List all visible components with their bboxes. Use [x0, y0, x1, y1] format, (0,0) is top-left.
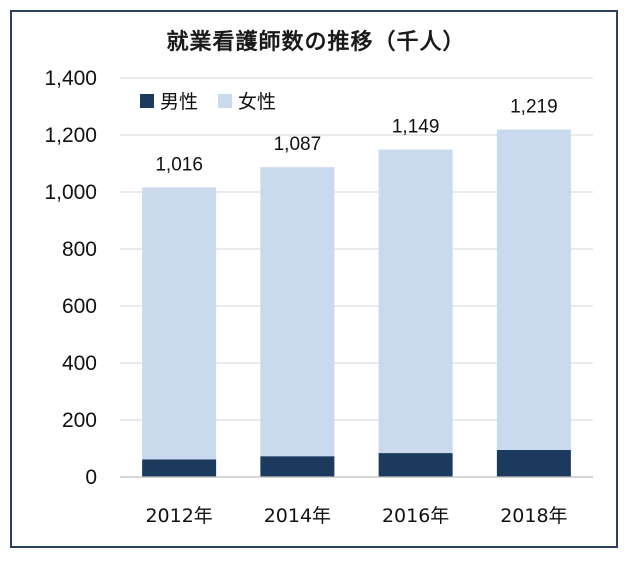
- bar-segment: [378, 149, 453, 454]
- legend: 男性 女性: [140, 91, 276, 113]
- legend-label: 男性: [160, 91, 198, 113]
- y-tick-label: 200: [62, 409, 97, 432]
- bar-segment: [142, 459, 217, 477]
- labels: 1,016 2012年 1,087 2014年 1,149 2016年 1,219 2018年: [145, 97, 567, 527]
- legend-swatch: [218, 94, 232, 108]
- bar-segment: [260, 167, 335, 457]
- total-data-label: 1,219: [510, 97, 558, 118]
- y-tick-label: 1,400: [44, 67, 97, 90]
- bar-segment: [142, 187, 217, 460]
- legend-label: 女性: [238, 91, 276, 113]
- total-data-label: 1,016: [155, 154, 203, 175]
- x-tick-label: 2018年: [500, 505, 567, 527]
- y-tick-label: 400: [62, 352, 97, 375]
- x-tick-label: 2014年: [264, 505, 331, 527]
- bar-segment: [260, 456, 335, 477]
- y-tick-label: 600: [62, 295, 97, 318]
- chart-title: 就業看護師数の推移（千人）: [166, 30, 466, 55]
- bar-segment: [378, 453, 453, 477]
- x-tick-label: 2016年: [382, 505, 449, 527]
- y-tick-label: 0: [85, 466, 97, 489]
- y-tick-label: 1,200: [44, 124, 97, 147]
- axes: 0 200 400 600 800 1,000 1,200 1,400: [44, 67, 593, 489]
- y-tick-label: 800: [62, 238, 97, 261]
- x-tick-label: 2012年: [145, 505, 212, 527]
- bar-segment: [496, 129, 571, 450]
- legend-swatch: [140, 94, 154, 108]
- total-data-label: 1,149: [392, 117, 440, 138]
- y-tick-label: 1,000: [44, 181, 97, 204]
- bars: [142, 129, 571, 477]
- bar-segment: [496, 449, 571, 477]
- total-data-label: 1,087: [274, 134, 322, 155]
